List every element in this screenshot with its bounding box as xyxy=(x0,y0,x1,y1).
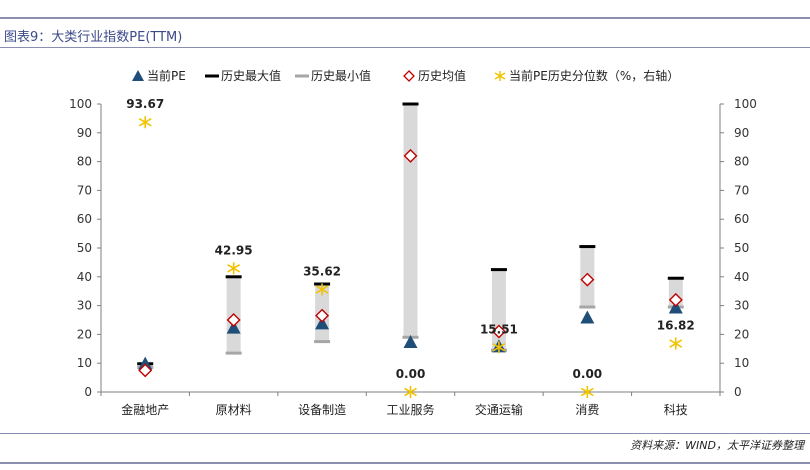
mean-marker xyxy=(403,148,418,163)
mean-marker xyxy=(668,292,683,307)
mean-marker xyxy=(580,272,595,287)
current-pe-marker xyxy=(226,320,241,334)
left-tick-label: 100 xyxy=(69,97,92,111)
percentile-data-label: 35.62 xyxy=(303,264,341,278)
right-tick-label: 90 xyxy=(734,126,749,140)
legend-diamond-icon xyxy=(403,70,415,82)
source-note: 资料来源：WIND，太平洋证券整理 xyxy=(630,439,804,452)
legend-label: 当前PE xyxy=(147,68,186,83)
percentile-data-label: 15.51 xyxy=(480,322,518,336)
legend-label: 当前PE历史分位数（%，右轴） xyxy=(509,68,679,83)
current-pe-marker xyxy=(580,310,595,324)
left-tick-label: 0 xyxy=(84,385,92,399)
max-marker xyxy=(579,245,596,249)
right-tick-label: 20 xyxy=(734,327,749,341)
footer-rule xyxy=(0,433,810,434)
chart-legend: 当前PE 历史最大值 历史最小值 历史均值 当前PE历史分位数（%，右轴） xyxy=(132,68,679,83)
top-rule xyxy=(0,17,810,19)
current-pe-marker xyxy=(403,335,418,349)
percentile-marker xyxy=(404,386,417,398)
left-tick-label: 90 xyxy=(77,126,92,140)
legend-star-icon xyxy=(494,71,506,81)
chart-marks xyxy=(137,102,684,398)
category-label: 设备制造 xyxy=(298,403,346,417)
range-bars xyxy=(138,104,683,368)
legend-triangle-icon xyxy=(132,70,144,81)
category-label: 消费 xyxy=(575,403,599,417)
max-marker xyxy=(667,276,684,280)
left-tick-label: 80 xyxy=(77,155,92,169)
category-label: 金融地产 xyxy=(121,402,169,417)
mean-marker xyxy=(138,363,153,378)
right-tick-label: 80 xyxy=(734,155,749,169)
min-marker xyxy=(225,351,242,355)
category-label: 科技 xyxy=(664,403,688,417)
bottom-rule xyxy=(0,462,810,464)
range-bar xyxy=(403,104,418,338)
percentile-data-label: 93.67 xyxy=(126,97,164,111)
current-pe-marker xyxy=(315,316,330,330)
right-tick-label: 60 xyxy=(734,212,749,226)
legend-min-icon xyxy=(295,74,309,78)
percentile-data-label: 0.00 xyxy=(573,367,603,381)
category-label: 交通运输 xyxy=(475,402,523,417)
mean-marker xyxy=(226,313,241,327)
legend-label: 历史最大值 xyxy=(221,68,281,83)
current-pe-marker xyxy=(138,356,153,370)
legend-label: 历史最小值 xyxy=(311,68,371,83)
percentile-data-label: 0.00 xyxy=(396,367,426,381)
min-marker xyxy=(314,340,331,344)
left-tick-label: 20 xyxy=(77,327,92,341)
left-tick-label: 30 xyxy=(77,299,92,313)
pe-range-chart: 当前PE 历史最大值 历史最小值 历史均值 当前PE历史分位数（%，右轴） 0 0 10 10… xyxy=(69,68,757,417)
mean-marker xyxy=(491,324,506,339)
legend-label: 历史均值 xyxy=(418,68,466,83)
percentile-marker xyxy=(138,116,152,129)
legend-max-icon xyxy=(205,74,219,78)
left-tick-label: 40 xyxy=(77,270,92,284)
category-label: 原材料 xyxy=(216,403,252,417)
percentile-data-label: 16.82 xyxy=(657,319,695,333)
left-tick-label: 50 xyxy=(77,241,92,255)
max-marker xyxy=(225,275,242,279)
left-tick-label: 70 xyxy=(77,183,92,197)
percentile-marker xyxy=(315,283,329,296)
figure-title: 图表9：大类行业指数PE(TTM) xyxy=(4,30,183,45)
min-marker xyxy=(579,305,596,309)
max-marker xyxy=(490,268,507,272)
left-tick-label: 10 xyxy=(77,356,92,370)
percentile-data-label: 42.95 xyxy=(215,243,253,257)
current-pe-marker xyxy=(668,300,683,314)
right-tick-label: 10 xyxy=(734,356,749,370)
right-tick-label: 40 xyxy=(734,270,749,284)
right-tick-label: 0 xyxy=(734,385,742,399)
left-tick-label: 60 xyxy=(77,212,92,226)
right-tick-label: 50 xyxy=(734,241,749,255)
percentile-marker xyxy=(580,386,594,398)
right-tick-label: 100 xyxy=(734,97,757,111)
category-label: 工业服务 xyxy=(386,402,434,417)
percentile-marker xyxy=(492,341,506,354)
max-marker xyxy=(402,102,419,106)
right-tick-label: 30 xyxy=(734,299,749,313)
percentile-marker xyxy=(227,262,241,275)
data-labels: 93.67 42.95 35.62 0.00 15.51 0.00 16.82 xyxy=(126,97,695,381)
right-tick-label: 70 xyxy=(734,183,749,197)
percentile-marker xyxy=(669,337,683,350)
header-rule xyxy=(0,47,810,48)
mean-marker xyxy=(315,308,330,323)
